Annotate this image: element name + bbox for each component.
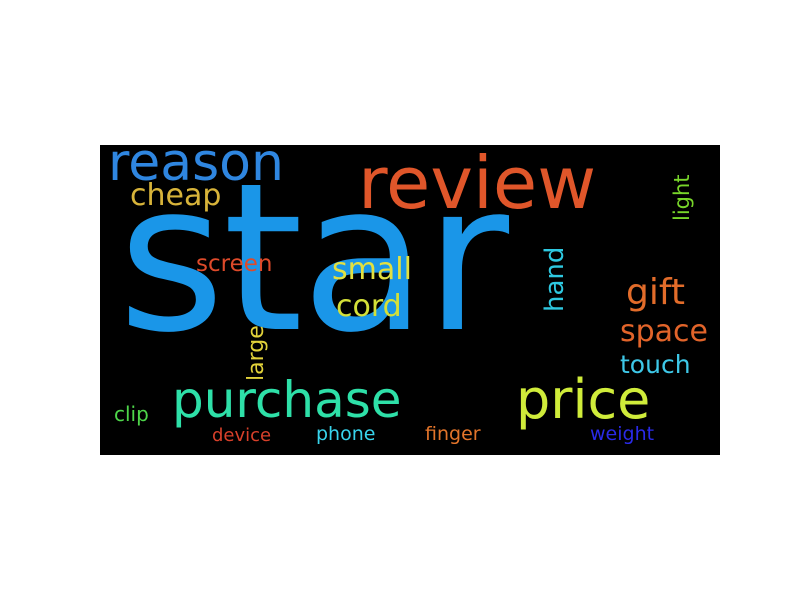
word-screen: screen [196,251,273,277]
word-phone: phone [316,423,376,445]
word-price: price [516,368,651,431]
word-review: review [358,145,597,225]
word-weight: weight [590,423,655,445]
word-gift: gift [626,272,686,313]
word-cheap: cheap [130,178,222,213]
word-clip: clip [114,402,149,426]
word-reason: reason [108,145,284,193]
word-cord: cord [336,289,402,324]
word-small: small [332,252,412,287]
word-purchase: purchase [172,371,402,429]
word-space: space [620,314,709,349]
word-cloud: star review reason cheap light screen sm… [100,145,720,455]
word-hand: hand [540,246,570,312]
word-finger: finger [425,423,481,445]
word-star: star [118,145,509,378]
word-device: device [212,425,272,446]
word-touch: touch [620,350,691,379]
word-light: light [670,174,694,221]
